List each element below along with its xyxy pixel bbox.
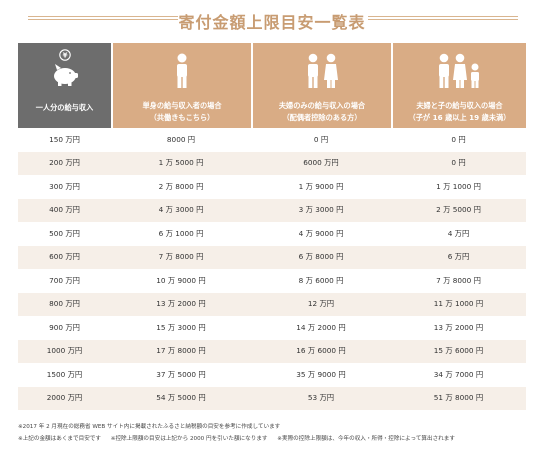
table-row: 600 万円 7 万 8000 円 6 万 8000 円 6 万円 bbox=[18, 245, 526, 269]
header-family-line2: （子が 16 歳以上 19 歳未満） bbox=[408, 113, 511, 122]
header-income: ¥ 一人分の給与収入 bbox=[18, 43, 111, 128]
footnote-deduction: ※控除上限額の目安は上記から 2000 円を引いた額になります bbox=[110, 436, 268, 442]
table-row: 300 万円 2 万 8000 円 1 万 9000 円 1 万 1000 円 bbox=[18, 175, 526, 199]
single-cell: 1 万 5000 円 bbox=[158, 158, 204, 168]
income-cell: 200 万円 bbox=[49, 158, 80, 168]
table-row: 150 万円 8000 円 0 円 0 円 bbox=[18, 128, 526, 152]
table-row: 400 万円 4 万 3000 円 3 万 3000 円 2 万 5000 円 bbox=[18, 198, 526, 222]
couple-cell: 4 万 9000 円 bbox=[298, 228, 344, 238]
header-single-label: 単身の給与収入者の場合 （共働きもこちら） bbox=[113, 100, 251, 124]
family-cell: 34 万 7000 円 bbox=[433, 369, 484, 379]
couple-cell: 53 万円 bbox=[307, 393, 335, 403]
table-row: 200 万円 1 万 5000 円 6000 万円 0 円 bbox=[18, 151, 526, 175]
footnote-disclaimers: ※上記の金額はあくまで目安です ※控除上限額の目安は上記から 2000 円を引い… bbox=[18, 433, 528, 445]
income-cell: 1500 万円 bbox=[46, 369, 83, 379]
header-family-line1: 夫婦と子の給与収入の場合 bbox=[416, 101, 503, 110]
family-cell: 7 万 8000 円 bbox=[436, 275, 481, 285]
donation-limit-table: ¥ 一人分の給与収入 bbox=[18, 43, 526, 410]
table-row: 500 万円 6 万 1000 円 4 万 9000 円 4 万円 bbox=[18, 222, 526, 246]
income-cell: 300 万円 bbox=[49, 181, 80, 191]
header-family: 夫婦と子の給与収入の場合 （子が 16 歳以上 19 歳未満） bbox=[393, 43, 526, 128]
coin-symbol: ¥ bbox=[62, 52, 67, 60]
header-income-label: 一人分の給与収入 bbox=[35, 103, 94, 112]
header-single: 単身の給与収入者の場合 （共働きもこちら） bbox=[113, 43, 251, 128]
couple-cell: 0 円 bbox=[313, 134, 329, 144]
single-cell: 7 万 8000 円 bbox=[158, 252, 204, 262]
header-family-label: 夫婦と子の給与収入の場合 （子が 16 歳以上 19 歳未満） bbox=[393, 100, 526, 124]
family-cell: 0 円 bbox=[451, 158, 466, 168]
single-cell: 54 万 5000 円 bbox=[156, 393, 206, 403]
table-row: 900 万円 15 万 3000 円 14 万 2000 円 13 万 2000 円 bbox=[18, 316, 526, 340]
table-row: 2000 万円 54 万 5000 円 53 万円 51 万 8000 円 bbox=[18, 386, 526, 410]
single-cell: 6 万 1000 円 bbox=[158, 228, 204, 238]
income-cell: 500 万円 bbox=[49, 228, 80, 238]
income-cell: 900 万円 bbox=[49, 322, 80, 332]
family-cell: 4 万円 bbox=[447, 228, 470, 238]
income-cell: 2000 万円 bbox=[46, 393, 83, 403]
single-cell: 15 万 3000 円 bbox=[156, 322, 206, 332]
family-cell: 2 万 5000 円 bbox=[436, 205, 481, 215]
single-cell: 2 万 8000 円 bbox=[158, 181, 204, 191]
table-row: 1500 万円 37 万 5000 円 35 万 9000 円 34 万 7000 円 bbox=[18, 363, 526, 387]
family-cell: 13 万 2000 円 bbox=[433, 322, 484, 332]
income-cell: 800 万円 bbox=[49, 299, 80, 309]
table-row: 800 万円 13 万 2000 円 12 万円 11 万 1000 円 bbox=[18, 292, 526, 316]
title-area: 寄付金額上限目安一覧表 bbox=[0, 8, 544, 32]
footnotes: ※2017 年 2 月現在の総務省 WEB サイト内に掲載されたふるさと納税額の… bbox=[18, 421, 528, 445]
header-couple-line2: （配偶者控除のある方） bbox=[282, 113, 362, 122]
couple-cell: 8 万 6000 円 bbox=[298, 275, 344, 285]
couple-cell: 35 万 9000 円 bbox=[296, 369, 346, 379]
single-cell: 13 万 2000 円 bbox=[156, 299, 206, 309]
header-couple-line1: 夫婦のみの給与収入の場合 bbox=[278, 101, 366, 110]
couple-cell: 1 万 9000 円 bbox=[298, 181, 344, 191]
table-row: 1000 万円 17 万 8000 円 16 万 6000 円 15 万 6000 円 bbox=[18, 339, 526, 363]
header-couple: 夫婦のみの給与収入の場合 （配偶者控除のある方） bbox=[253, 43, 391, 128]
couple-cell: 14 万 2000 円 bbox=[296, 322, 346, 332]
footnote-estimate: ※上記の金額はあくまで目安です bbox=[18, 436, 101, 442]
income-cell: 150 万円 bbox=[49, 134, 80, 144]
title-rule-right bbox=[368, 16, 518, 20]
couple-cell: 6 万 8000 円 bbox=[298, 252, 344, 262]
table-body: 150 万円 8000 円 0 円 0 円 200 万円 1 万 5000 円 6000 … bbox=[18, 128, 526, 410]
single-cell: 17 万 8000 円 bbox=[156, 346, 206, 356]
table-header: ¥ 一人分の給与収入 bbox=[18, 43, 526, 128]
footnote-source: ※2017 年 2 月現在の総務省 WEB サイト内に掲載されたふるさと納税額の… bbox=[18, 424, 281, 430]
couple-cell: 16 万 6000 円 bbox=[296, 346, 346, 356]
family-cell: 0 円 bbox=[451, 134, 466, 144]
header-couple-label: 夫婦のみの給与収入の場合 （配偶者控除のある方） bbox=[253, 100, 391, 124]
income-cell: 1000 万円 bbox=[46, 346, 83, 356]
single-cell: 37 万 5000 円 bbox=[156, 369, 206, 379]
single-cell: 4 万 3000 円 bbox=[158, 205, 204, 215]
family-cell: 1 万 1000 円 bbox=[436, 181, 481, 191]
income-cell: 400 万円 bbox=[49, 205, 80, 215]
footnote-actual: ※実際の控除上限額は、今年の収入・所得・控除によって算出されます bbox=[277, 436, 455, 442]
income-cell: 600 万円 bbox=[49, 252, 80, 262]
family-cell: 6 万円 bbox=[447, 252, 470, 262]
single-cell: 8000 円 bbox=[166, 134, 196, 144]
income-cell: 700 万円 bbox=[49, 275, 80, 285]
family-cell: 51 万 8000 円 bbox=[433, 393, 484, 403]
piggy-bank-icon: ¥ bbox=[18, 49, 111, 89]
header-single-line2: （共働きもこちら） bbox=[149, 113, 215, 122]
page-title: 寄付金額上限目安一覧表 bbox=[178, 13, 366, 32]
single-cell: 10 万 9000 円 bbox=[156, 275, 206, 285]
table-row: 700 万円 10 万 9000 円 8 万 6000 円 7 万 8000 円 bbox=[18, 269, 526, 293]
single-person-icon bbox=[113, 53, 251, 89]
family-cell: 11 万 1000 円 bbox=[433, 299, 484, 309]
couple-cell: 3 万 3000 円 bbox=[298, 205, 344, 215]
couple-icon bbox=[253, 53, 391, 89]
header-single-line1: 単身の給与収入者の場合 bbox=[142, 101, 222, 110]
couple-cell: 6000 万円 bbox=[303, 158, 339, 168]
family-cell: 15 万 6000 円 bbox=[433, 346, 484, 356]
family-icon bbox=[393, 53, 526, 89]
couple-cell: 12 万円 bbox=[307, 299, 335, 309]
title-rule-left bbox=[28, 16, 178, 20]
